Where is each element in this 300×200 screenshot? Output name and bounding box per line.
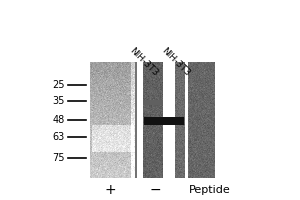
Text: 48: 48 [53, 115, 65, 125]
Text: NIH-3T3: NIH-3T3 [160, 46, 192, 78]
Bar [143, 100, 163, 105]
Bar [144, 117, 184, 125]
Bar [163, 62, 175, 178]
Text: −: − [149, 183, 161, 197]
Text: 25: 25 [52, 80, 65, 90]
Text: 75: 75 [52, 153, 65, 163]
Text: NIH-3T3: NIH-3T3 [128, 46, 160, 78]
Text: 63: 63 [53, 132, 65, 142]
Text: +: + [104, 183, 116, 197]
Text: 35: 35 [52, 96, 65, 106]
Text: Peptide: Peptide [189, 185, 231, 195]
